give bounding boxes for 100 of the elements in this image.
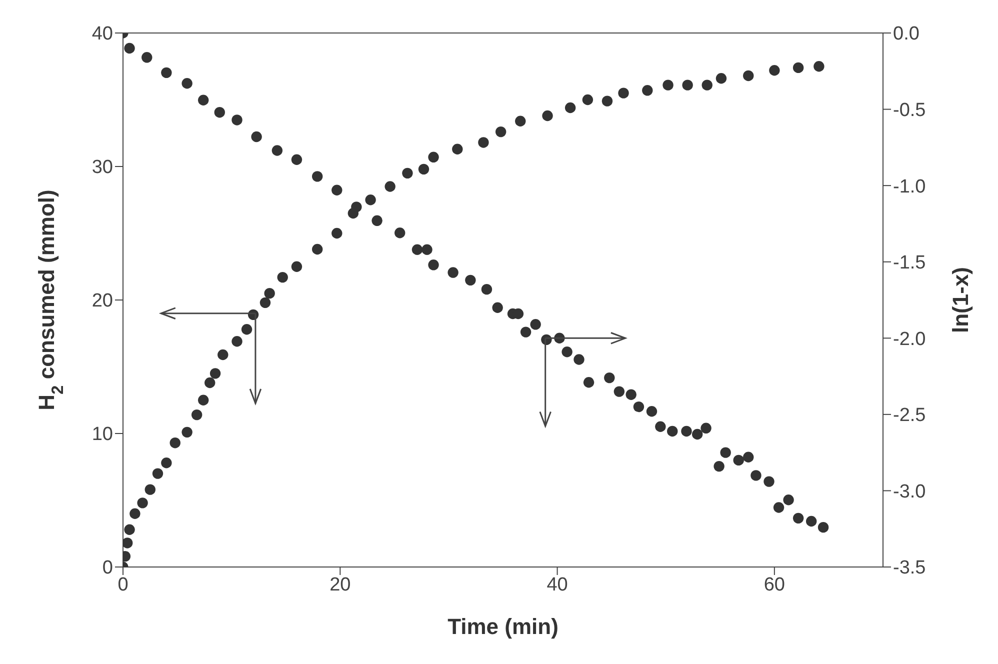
point bbox=[365, 194, 376, 206]
x-tick-label: 20 bbox=[330, 574, 351, 596]
point bbox=[123, 538, 133, 548]
point bbox=[792, 512, 804, 524]
point bbox=[495, 126, 506, 138]
point bbox=[604, 372, 615, 384]
point bbox=[251, 131, 262, 142]
point bbox=[422, 244, 432, 255]
y2-tick-label: -1.0 bbox=[893, 176, 926, 198]
point bbox=[618, 88, 629, 98]
point bbox=[515, 116, 526, 126]
point bbox=[214, 106, 225, 118]
point bbox=[682, 80, 693, 90]
y2-tick-label: -3.5 bbox=[893, 558, 926, 579]
point bbox=[714, 460, 724, 472]
point bbox=[241, 324, 252, 335]
point bbox=[142, 52, 152, 63]
y2-tick-label: -3.0 bbox=[893, 481, 926, 502]
point bbox=[198, 394, 209, 406]
point bbox=[402, 168, 413, 179]
y2-axis-title: ln(1-x) bbox=[948, 267, 973, 333]
point bbox=[332, 184, 342, 196]
point bbox=[218, 349, 228, 360]
point bbox=[642, 85, 653, 96]
point bbox=[743, 452, 754, 462]
point bbox=[137, 498, 148, 508]
point bbox=[232, 114, 242, 126]
x-axis-title: Time (min) bbox=[448, 614, 558, 639]
x-tick-label: 60 bbox=[764, 574, 785, 596]
point bbox=[372, 215, 382, 226]
y-tick-label: 40 bbox=[92, 24, 113, 45]
point bbox=[394, 228, 406, 238]
point bbox=[626, 389, 636, 400]
point bbox=[633, 401, 644, 412]
point bbox=[161, 458, 172, 468]
point bbox=[182, 78, 192, 89]
point bbox=[806, 516, 817, 527]
point bbox=[210, 368, 221, 379]
point bbox=[769, 65, 780, 76]
point bbox=[332, 228, 342, 239]
y-tick-label: 0 bbox=[102, 558, 113, 579]
point bbox=[792, 62, 804, 74]
y2-tick-label: -2.5 bbox=[893, 405, 926, 426]
point bbox=[428, 260, 439, 270]
point bbox=[465, 274, 476, 286]
y2-tick-label: -0.5 bbox=[893, 100, 926, 122]
point bbox=[702, 80, 712, 90]
point bbox=[542, 110, 553, 122]
point bbox=[783, 494, 794, 506]
point bbox=[291, 261, 302, 272]
point bbox=[130, 508, 140, 519]
point bbox=[232, 336, 242, 347]
point bbox=[602, 96, 613, 106]
point bbox=[530, 319, 541, 330]
point bbox=[272, 145, 283, 156]
point bbox=[614, 386, 625, 397]
point bbox=[428, 152, 439, 162]
point bbox=[448, 267, 458, 278]
y-tick-label: 20 bbox=[92, 290, 113, 312]
point bbox=[818, 522, 829, 533]
point bbox=[418, 164, 430, 175]
point bbox=[750, 470, 762, 481]
point bbox=[733, 454, 744, 466]
point bbox=[204, 377, 216, 388]
point bbox=[264, 288, 275, 299]
x-tick-label: 0 bbox=[118, 574, 128, 596]
x-tick-label: 40 bbox=[546, 574, 568, 596]
point bbox=[520, 326, 532, 338]
point bbox=[124, 42, 135, 54]
point bbox=[646, 406, 658, 417]
point bbox=[182, 426, 192, 438]
point bbox=[277, 272, 288, 283]
y2-tick-label: 0.0 bbox=[893, 24, 920, 45]
point bbox=[384, 181, 396, 192]
point bbox=[743, 70, 754, 82]
point bbox=[481, 284, 492, 295]
point bbox=[144, 484, 156, 495]
point bbox=[170, 438, 180, 448]
point bbox=[312, 244, 323, 255]
point bbox=[351, 202, 362, 212]
point bbox=[260, 297, 271, 308]
point bbox=[198, 94, 209, 106]
y2-tick-label: -1.5 bbox=[893, 252, 926, 274]
point bbox=[312, 171, 323, 182]
point bbox=[583, 377, 594, 388]
point bbox=[662, 80, 674, 90]
point bbox=[492, 302, 503, 313]
y2-tick-label: -2.0 bbox=[893, 328, 926, 350]
point bbox=[412, 244, 423, 255]
point bbox=[720, 447, 731, 458]
point bbox=[655, 421, 666, 432]
point bbox=[562, 346, 572, 358]
point bbox=[773, 502, 784, 513]
point bbox=[582, 94, 594, 106]
point bbox=[291, 154, 302, 165]
point bbox=[124, 524, 135, 535]
y-tick-label: 30 bbox=[92, 157, 113, 178]
point bbox=[681, 426, 692, 437]
point bbox=[692, 428, 703, 440]
point bbox=[574, 354, 584, 365]
